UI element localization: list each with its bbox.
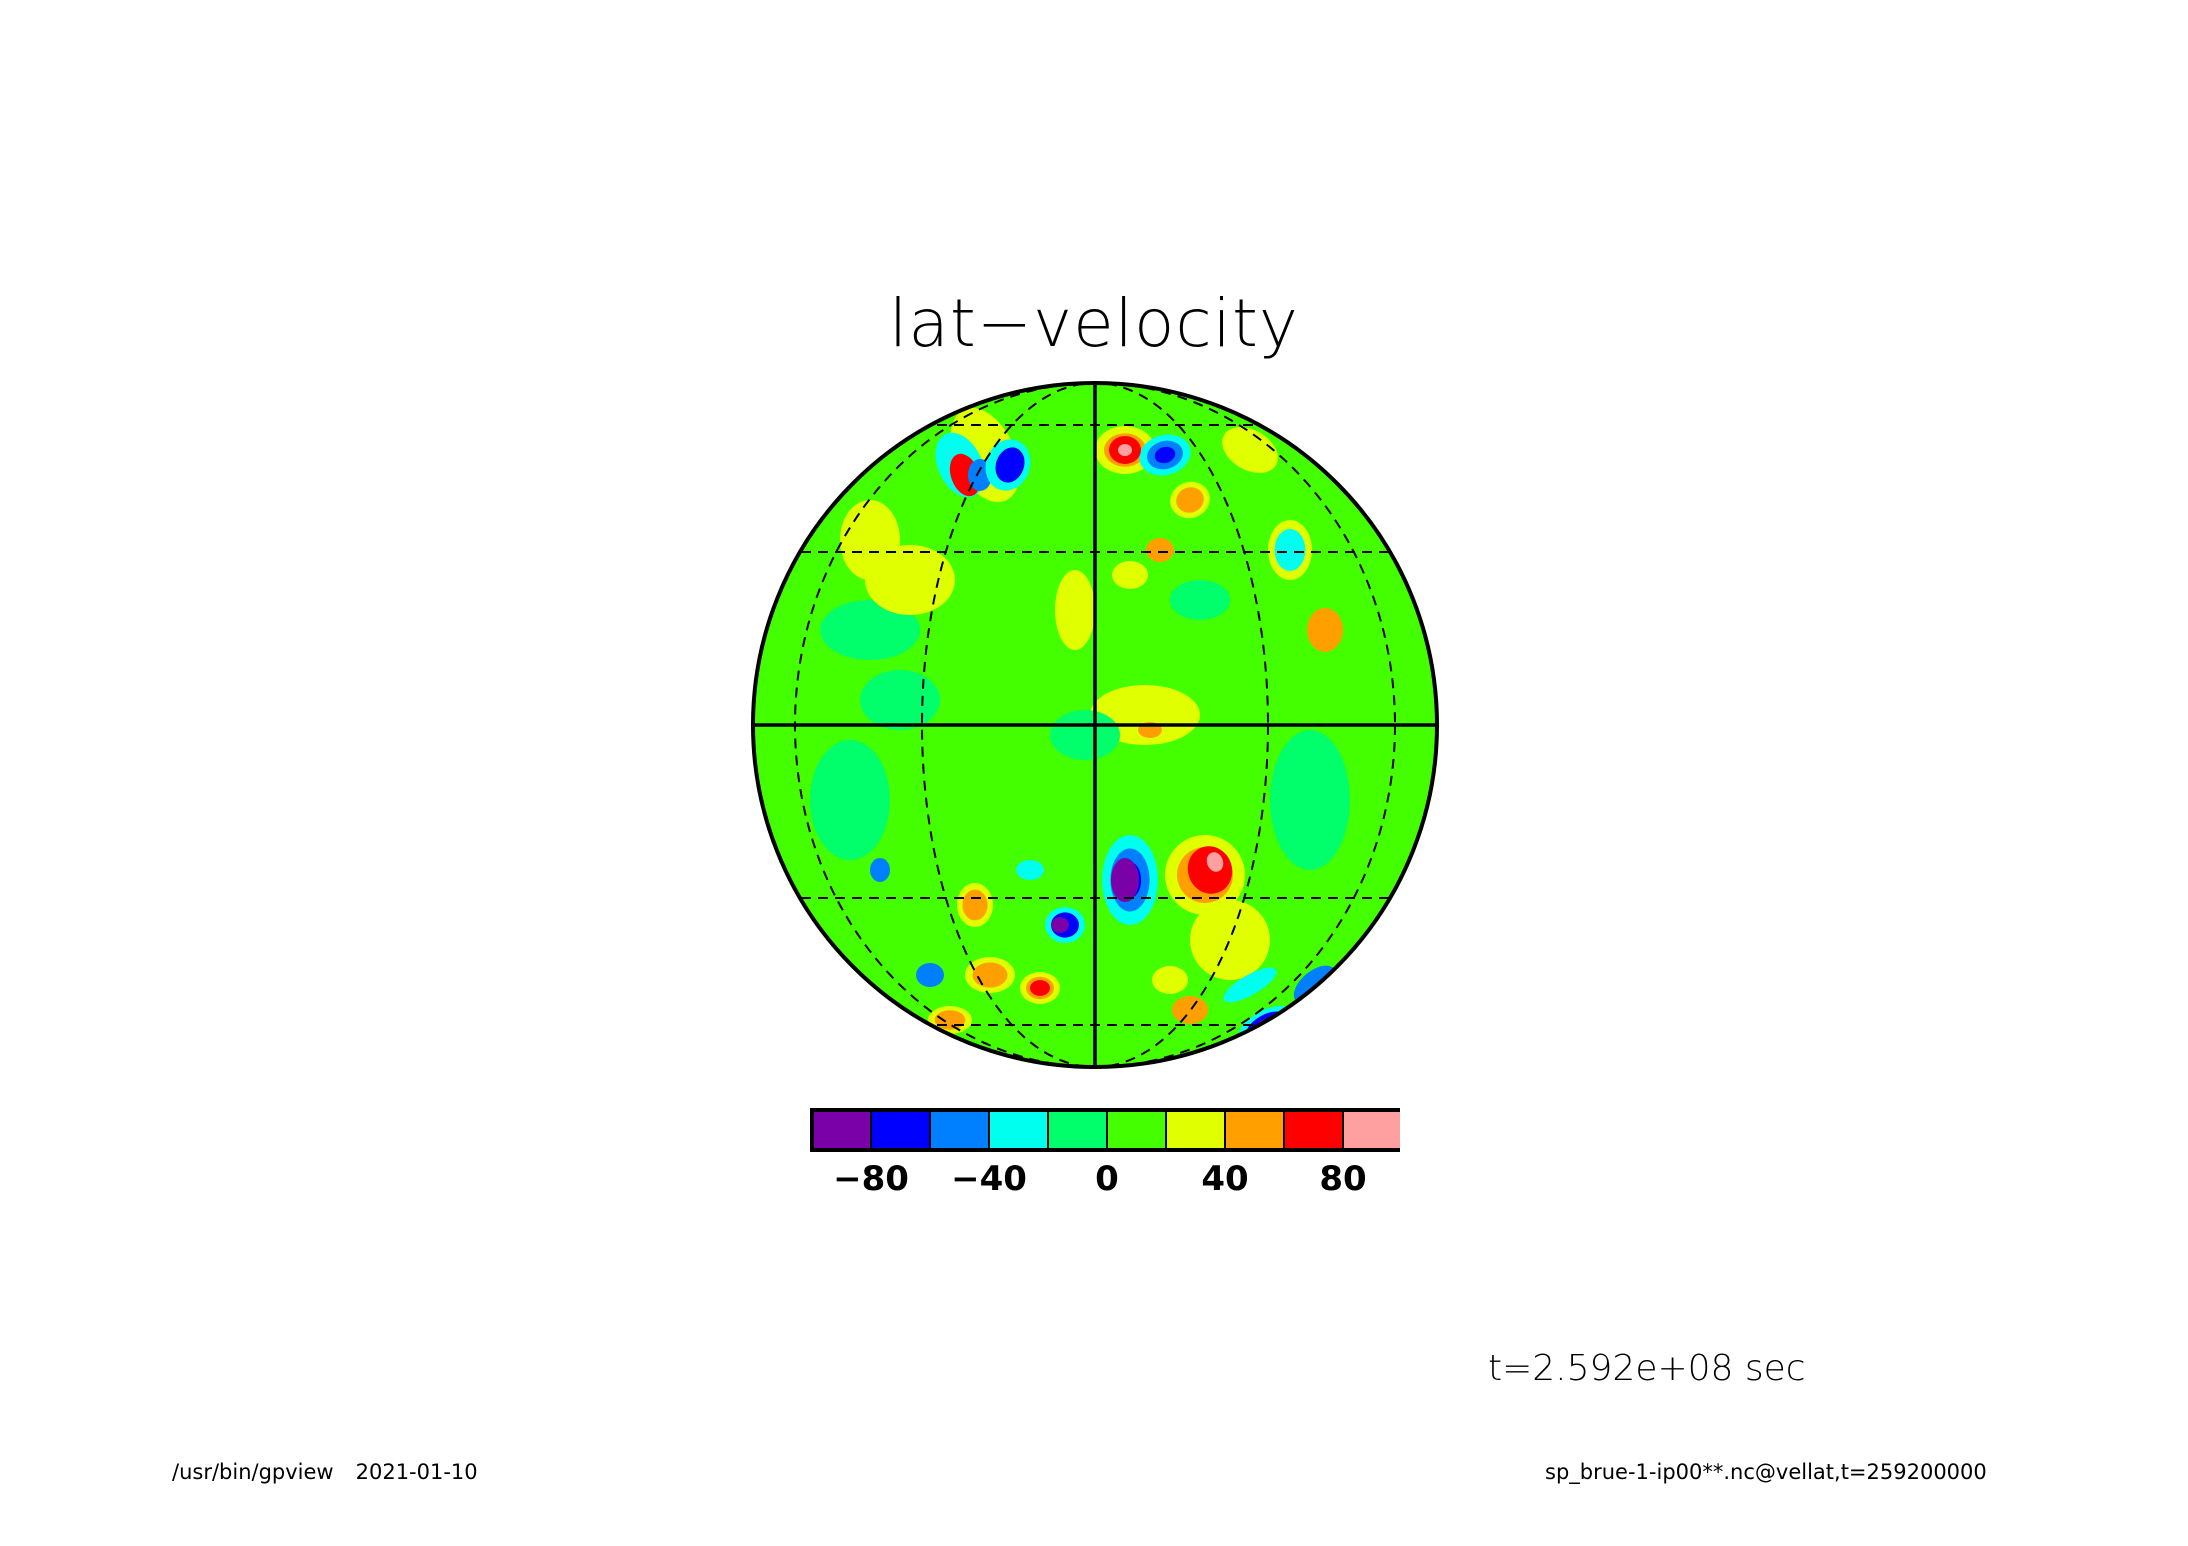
contour-blob	[1190, 900, 1270, 980]
contour-blob	[1154, 446, 1176, 464]
colorbar-tick-label: −80	[833, 1159, 909, 1199]
colorbar-tick-label: 40	[1201, 1159, 1248, 1199]
contour-blob	[995, 447, 1025, 483]
contour-blob	[1222, 427, 1278, 473]
colorbar-cell	[929, 1109, 990, 1151]
colorbar: −80 −40 0 40 80	[810, 1108, 1400, 1199]
colorbar-tick-label: 0	[1095, 1159, 1119, 1199]
colorbar-cell	[1342, 1109, 1400, 1151]
contour-blob	[1176, 487, 1204, 513]
colorbar-tick-label: −40	[951, 1159, 1027, 1199]
contour-blob	[1030, 980, 1050, 996]
contour-blob	[972, 962, 1008, 988]
globe-map	[751, 381, 1439, 1069]
contour-blob	[1274, 529, 1306, 571]
contour-blob	[962, 889, 988, 921]
graticule-solid	[753, 383, 1437, 1067]
contour-blob	[1307, 608, 1343, 652]
colorbar-cell	[988, 1109, 1049, 1151]
contour-blob	[1270, 730, 1350, 870]
contour-blob	[1055, 570, 1095, 650]
contour-blob	[1152, 966, 1188, 994]
globe-outline	[751, 381, 1439, 1069]
contour-blob	[1206, 852, 1224, 872]
contour-blob	[934, 1010, 966, 1030]
colorbar-cell	[1224, 1109, 1285, 1151]
contour-blob	[1170, 580, 1230, 620]
contour-blob	[1112, 561, 1148, 589]
colorbar-cell	[811, 1109, 872, 1151]
colorbar-frame	[810, 1108, 1400, 1152]
time-label: t=2.592e+08 sec	[1488, 1348, 1806, 1389]
footer-source: sp_brue-1-ip00**.nc@vellat,t=259200000	[1545, 1460, 1987, 1484]
contour-blob	[1051, 917, 1069, 933]
colorbar-tick-label: 80	[1319, 1159, 1366, 1199]
colorbar-cell	[1106, 1109, 1167, 1151]
contour-blob	[840, 500, 900, 580]
colorbar-cell	[870, 1109, 931, 1151]
contour-blob	[860, 670, 940, 730]
contour-blob	[820, 600, 920, 660]
program-path: /usr/bin/gpview	[172, 1460, 334, 1484]
contour-blob	[1172, 996, 1208, 1024]
contour-blob	[1223, 967, 1277, 1003]
contour-blob	[916, 963, 944, 987]
contour-blob	[810, 740, 890, 860]
colorbar-cell	[1047, 1109, 1108, 1151]
contour-blob	[1016, 860, 1044, 880]
contour-blob	[870, 858, 890, 882]
velocity-field	[810, 407, 1350, 1045]
contour-blob	[1118, 444, 1132, 456]
plot-date: 2021-01-10	[355, 1460, 478, 1484]
plot-title: lat−velocity	[889, 285, 1299, 362]
footer-left: /usr/bin/gpview 2021-01-10	[172, 1460, 478, 1484]
contour-blob	[1146, 538, 1174, 562]
contour-blob	[1050, 710, 1120, 760]
contour-blob	[1111, 858, 1139, 902]
colorbar-cell	[1283, 1109, 1344, 1151]
colorbar-cell	[1165, 1109, 1226, 1151]
